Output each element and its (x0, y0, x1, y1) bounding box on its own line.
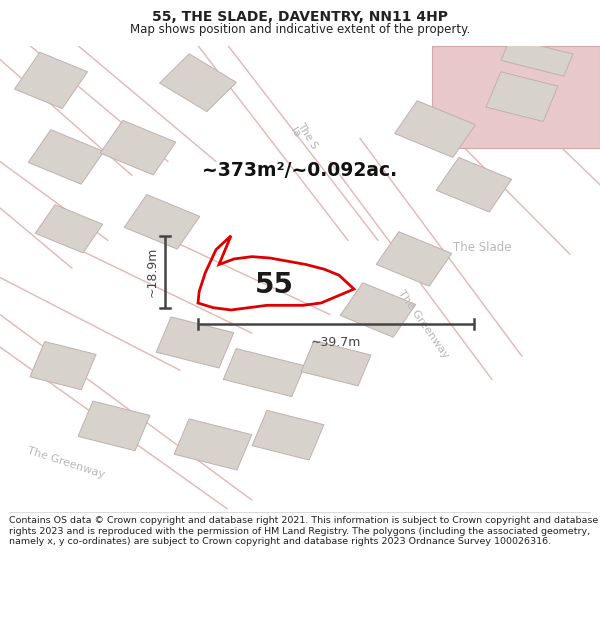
Bar (252, 411, 324, 460)
Text: The Greenway: The Greenway (396, 288, 450, 360)
Bar (301, 341, 371, 386)
Bar (156, 317, 234, 368)
Text: The Greenway: The Greenway (26, 446, 106, 480)
Polygon shape (432, 46, 600, 148)
Text: ~373m²/~0.092ac.: ~373m²/~0.092ac. (202, 161, 398, 181)
Bar (35, 204, 103, 253)
Text: Contains OS data © Crown copyright and database right 2021. This information is : Contains OS data © Crown copyright and d… (9, 516, 598, 546)
Text: 55, THE SLADE, DAVENTRY, NN11 4HP: 55, THE SLADE, DAVENTRY, NN11 4HP (152, 10, 448, 24)
Text: Map shows position and indicative extent of the property.: Map shows position and indicative extent… (130, 22, 470, 36)
Text: ~18.9m: ~18.9m (145, 246, 158, 297)
Bar (174, 419, 252, 470)
Bar (14, 52, 88, 109)
Bar (501, 38, 573, 76)
Bar (395, 101, 475, 158)
Bar (160, 54, 236, 112)
Text: The Slade: The Slade (453, 241, 511, 254)
Bar (30, 341, 96, 390)
Bar (124, 194, 200, 249)
Bar (486, 72, 558, 121)
Bar (78, 401, 150, 451)
Text: 55: 55 (254, 271, 293, 299)
Text: The S
la: The S la (288, 121, 320, 156)
Bar (340, 282, 416, 338)
Bar (28, 129, 104, 184)
Bar (100, 121, 176, 175)
Text: ~39.7m: ~39.7m (311, 336, 361, 349)
Bar (223, 349, 305, 397)
Bar (376, 232, 452, 286)
Bar (436, 158, 512, 212)
